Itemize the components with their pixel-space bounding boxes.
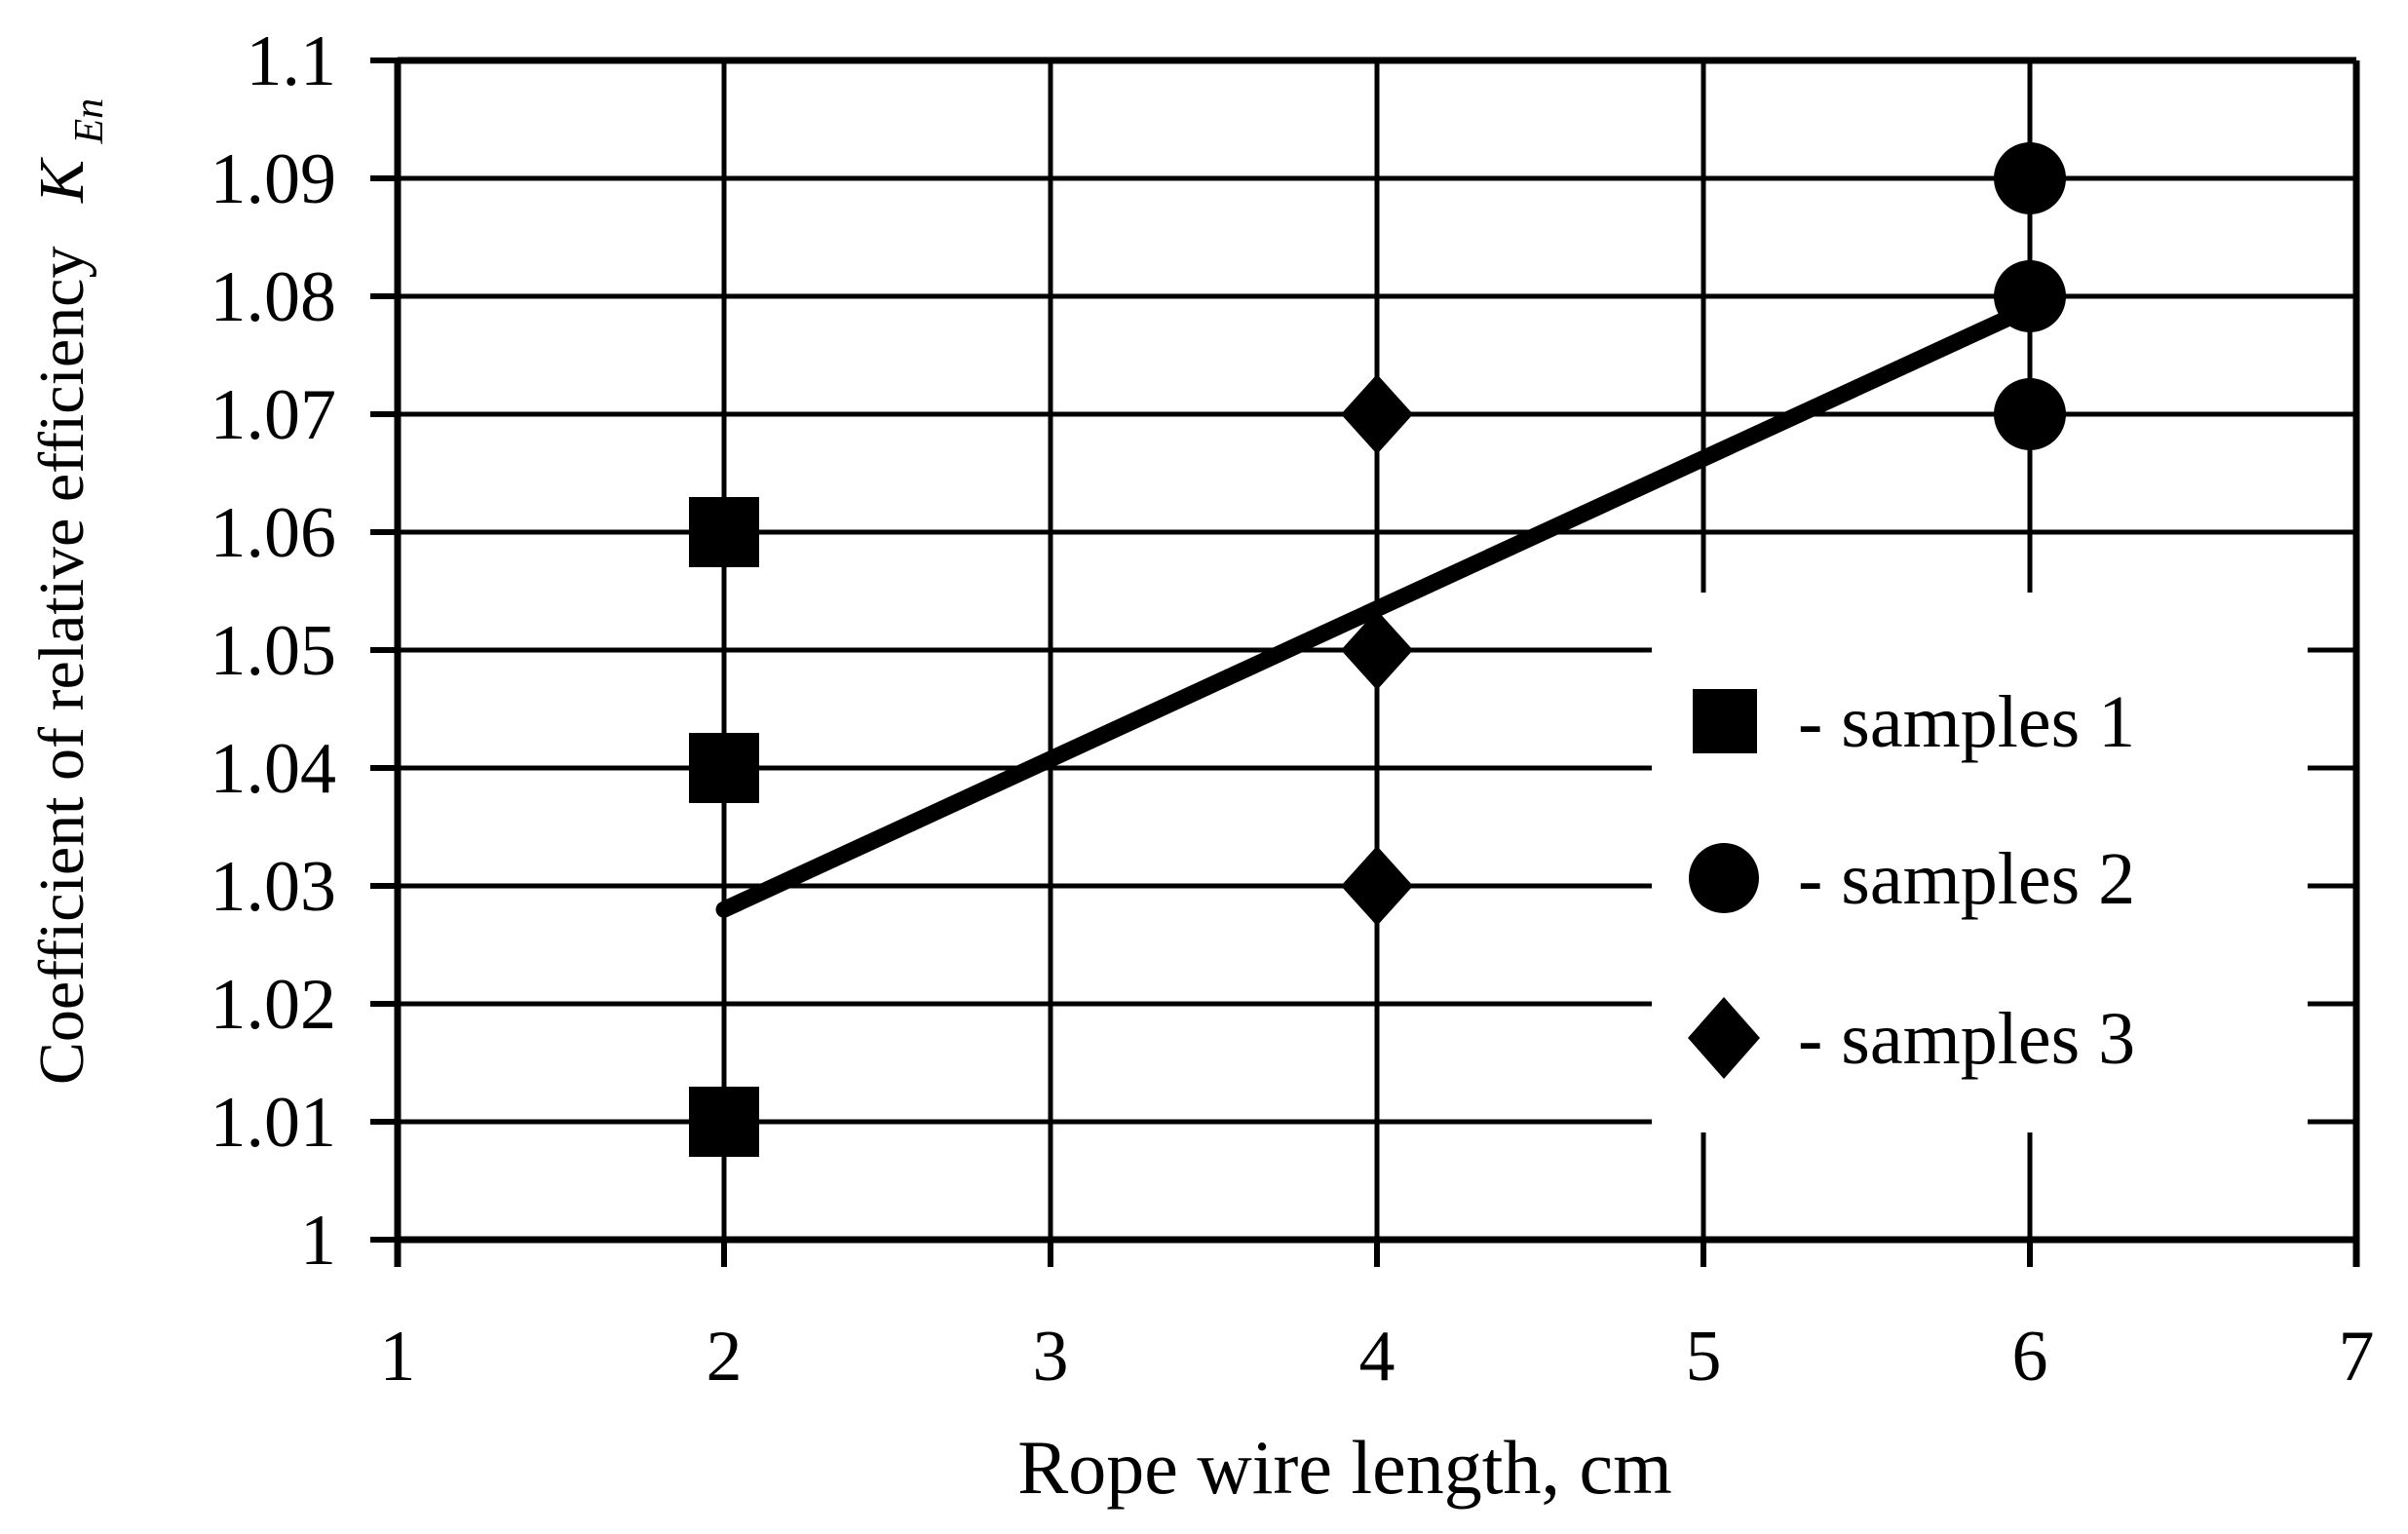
data-point-samples-3 [1341,846,1413,926]
y-tick-label: 1.05 [210,611,337,691]
legend-markers [1688,689,1760,1079]
tick-labels: 1 1.01 1.02 1.03 1.04 1.05 1.06 1.07 1.08 1.09 1.1… [210,21,2375,1397]
y-axis-symbol-subscript: En [67,98,112,145]
y-axis-title: Coefficient of relative efficiency K En [26,98,112,1085]
legend-box [1652,593,2308,1132]
trend-line [715,299,2039,918]
legend-marker-circle [1689,843,1759,913]
y-tick-label: 1.01 [210,1083,337,1163]
legend-marker-square [1693,689,1757,753]
data-point-samples-1 [689,497,759,567]
legend-marker-diamond [1688,997,1760,1079]
data-point-samples-3 [1341,374,1413,454]
series-layer [689,374,1413,1157]
y-tick-label: 1.07 [210,375,337,455]
data-point-samples-2 [1994,142,2066,214]
y-tick-label: 1.04 [210,729,337,809]
axis-layer [370,57,2360,1267]
data-point-samples-2 [1994,260,2066,332]
y-tick-label: 1.03 [210,847,337,927]
data-point-samples-1 [689,1087,759,1157]
legend-label-samples-3: - samples 3 [1798,998,2135,1080]
y-tick-label: 1.02 [210,965,337,1045]
x-tick-label: 7 [2339,1317,2375,1397]
x-axis-title: Rope wire length, cm [1017,1425,1672,1510]
x-tick-label: 1 [380,1317,416,1397]
data-point-samples-2 [1994,378,2066,450]
x-tick-label: 3 [1033,1317,1069,1397]
y-axis-title-text: Coefficient of relative efficiency [26,247,97,1086]
x-tick-label: 5 [1686,1317,1722,1397]
x-tick-label: 4 [1359,1317,1395,1397]
trend-layer [715,142,2066,918]
y-tick-label: 1.09 [210,139,337,219]
x-tick-label: 2 [707,1317,743,1397]
data-point-samples-3 [1341,610,1413,690]
y-tick-label: 1 [300,1201,336,1281]
legend: - samples 1 - samples 2 - samples 3 [1652,593,2308,1132]
x-tick-label: 6 [2012,1317,2048,1397]
y-tick-label: 1.08 [210,257,337,337]
y-tick-label: 1.1 [247,21,337,101]
legend-label-samples-1: - samples 1 [1798,681,2135,763]
y-axis-symbol: K [26,157,97,204]
data-point-samples-1 [689,733,759,803]
legend-label-samples-2: - samples 2 [1798,838,2135,920]
y-tick-label: 1.06 [210,493,337,573]
